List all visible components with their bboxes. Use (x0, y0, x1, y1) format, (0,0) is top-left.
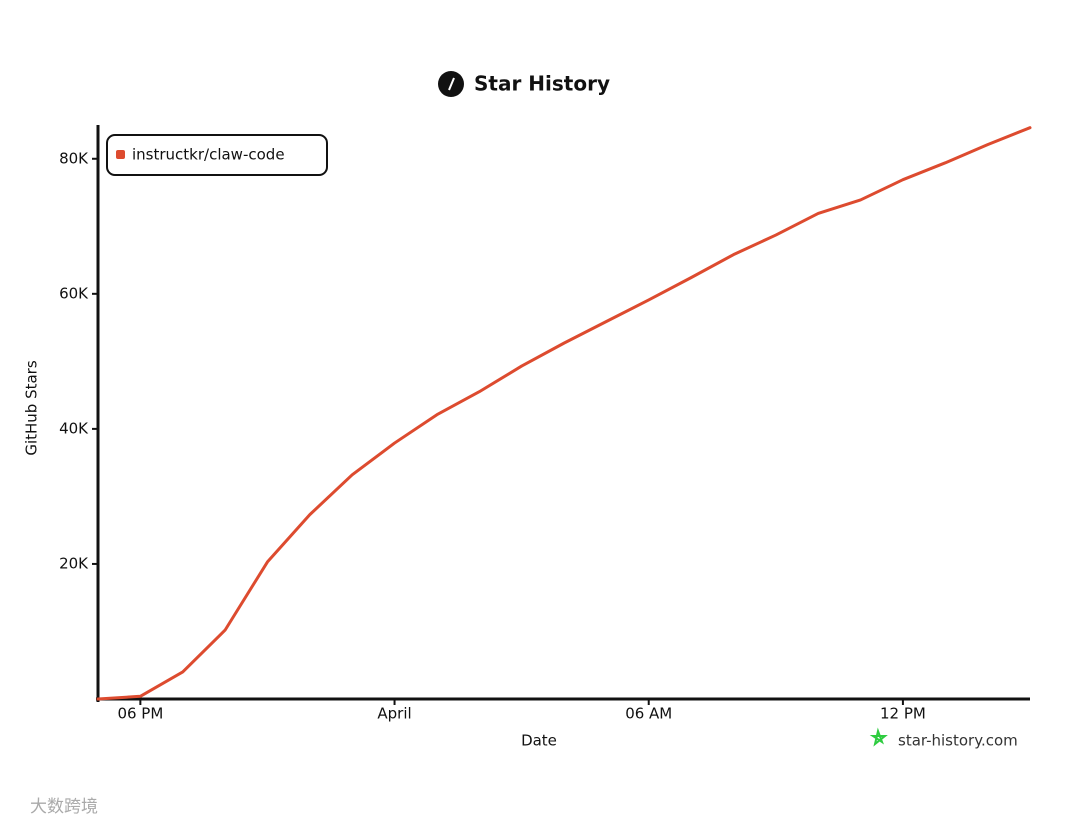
y-tick-label: 20K (59, 554, 89, 572)
y-tick-label: 80K (59, 149, 89, 167)
x-tick-label: 06 PM (117, 705, 163, 723)
watermark: 大数跨境 (30, 797, 98, 817)
legend-label: instructkr/claw-code (132, 146, 285, 164)
y-tick-label: 60K (59, 284, 89, 302)
y-tick-label: 40K (59, 419, 89, 437)
credit: star-history.com (898, 732, 1018, 750)
x-axis-label: Date (521, 732, 557, 750)
series-line (96, 126, 1032, 701)
legend-box (106, 134, 328, 176)
x-tick-label: April (377, 705, 411, 723)
title-icon-stroke (448, 77, 455, 91)
credit-icon (869, 727, 888, 747)
y-axis-label: GitHub Stars (23, 360, 41, 456)
chart-title: Star History (474, 72, 610, 96)
x-tick-label: 06 AM (625, 705, 672, 723)
x-tick-label: 12 PM (880, 705, 926, 723)
legend-swatch (116, 150, 125, 159)
